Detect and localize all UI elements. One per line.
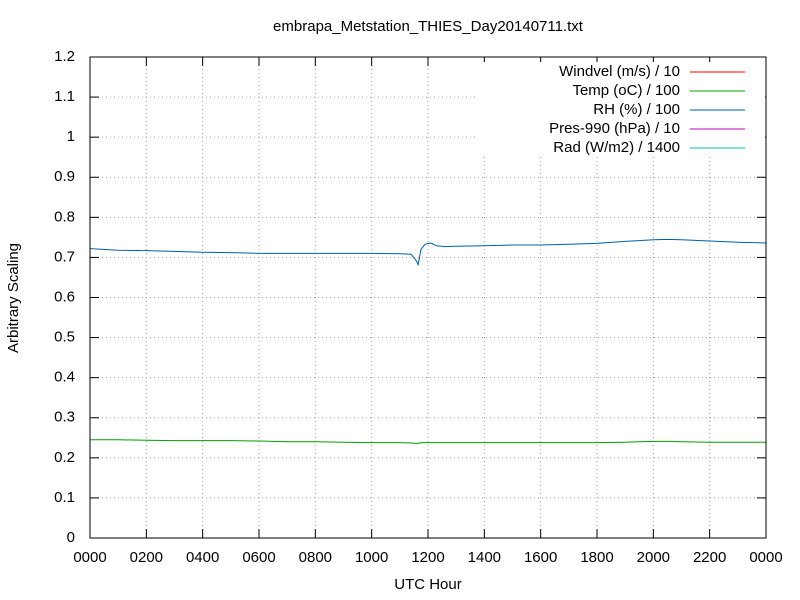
y-axis-label: Arbitrary Scaling bbox=[5, 243, 22, 353]
y-tick-label: 0.9 bbox=[54, 168, 75, 185]
y-tick-label: 1.1 bbox=[54, 88, 75, 105]
y-tick-label: 0.1 bbox=[54, 489, 75, 506]
legend-label: Rad (W/m2) / 1400 bbox=[553, 139, 680, 156]
data-line bbox=[90, 439, 766, 444]
x-tick-label: 1600 bbox=[524, 549, 557, 566]
x-tick-label: 2200 bbox=[693, 549, 726, 566]
y-tick-label: 0.2 bbox=[54, 449, 75, 466]
x-axis-label: UTC Hour bbox=[394, 576, 462, 593]
x-tick-label: 0400 bbox=[186, 549, 219, 566]
legend-label: Windvel (m/s) / 10 bbox=[559, 63, 680, 80]
chart-title: embrapa_Metstation_THIES_Day20140711.txt bbox=[273, 18, 584, 35]
legend-label: Temp (oC) / 100 bbox=[572, 82, 680, 99]
x-tick-label: 0000 bbox=[73, 549, 106, 566]
y-tick-label: 0.8 bbox=[54, 208, 75, 225]
y-tick-label: 0.7 bbox=[54, 248, 75, 265]
x-tick-label: 1800 bbox=[580, 549, 613, 566]
y-tick-label: 0.5 bbox=[54, 329, 75, 346]
x-tick-label: 1400 bbox=[468, 549, 501, 566]
x-tick-label: 0000 bbox=[749, 549, 782, 566]
y-tick-label: 1 bbox=[67, 128, 75, 145]
y-tick-label: 0.4 bbox=[54, 369, 75, 386]
x-tick-label: 0200 bbox=[130, 549, 163, 566]
x-tick-label: 0800 bbox=[299, 549, 332, 566]
x-tick-label: 0600 bbox=[242, 549, 275, 566]
data-line bbox=[89, 238, 767, 267]
y-tick-label: 0.3 bbox=[54, 409, 75, 426]
x-tick-label: 1200 bbox=[411, 549, 444, 566]
legend-label: Pres-990 (hPa) / 10 bbox=[549, 120, 680, 137]
legend-label: RH (%) / 100 bbox=[593, 101, 680, 118]
x-tick-label: 2000 bbox=[637, 549, 670, 566]
y-tick-label: 0.6 bbox=[54, 288, 75, 305]
x-tick-label: 1000 bbox=[355, 549, 388, 566]
y-tick-label: 1.2 bbox=[54, 48, 75, 65]
y-tick-label: 0 bbox=[67, 529, 75, 546]
plot-border bbox=[89, 56, 767, 539]
